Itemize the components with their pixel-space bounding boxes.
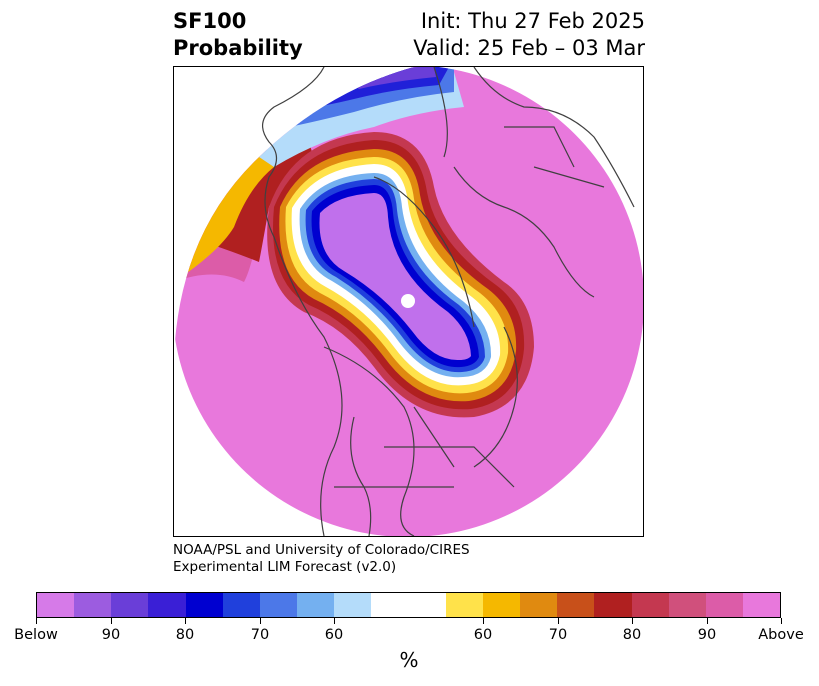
forecast-dates: Init: Thu 27 Feb 2025 Valid: 25 Feb – 03… bbox=[413, 8, 645, 62]
colorbar-tick-label: 60 bbox=[473, 627, 493, 643]
colorbar-tick-label: 60 bbox=[324, 627, 344, 643]
colorbar-segment bbox=[557, 593, 595, 617]
init-date: Init: Thu 27 Feb 2025 bbox=[420, 9, 645, 33]
colorbar-segment bbox=[482, 593, 521, 617]
cold-core bbox=[319, 193, 471, 361]
colorbar-segment bbox=[520, 593, 558, 617]
colorbar-tick bbox=[781, 618, 782, 624]
colorbar-tick-label: Above bbox=[758, 627, 804, 643]
colorbar-segment bbox=[668, 593, 706, 617]
colorbar-tick bbox=[632, 618, 633, 624]
pole-marker bbox=[401, 294, 415, 308]
colorbar-tick bbox=[185, 618, 186, 624]
colorbar-tick-label: 70 bbox=[250, 627, 270, 643]
warm-band-west-yellow bbox=[174, 152, 274, 282]
colorbar-segment bbox=[148, 593, 186, 617]
valid-range: Valid: 25 Feb – 03 Mar bbox=[413, 36, 645, 60]
colorbar-tick-label: 80 bbox=[175, 627, 195, 643]
colorbar-segment bbox=[297, 593, 335, 617]
colorbar-segment bbox=[334, 593, 372, 617]
colorbar-segment bbox=[74, 593, 112, 617]
title-line-1: SF100 bbox=[173, 9, 247, 33]
colorbar-segment bbox=[742, 593, 781, 617]
colorbar-segment bbox=[185, 593, 223, 617]
colorbar bbox=[36, 592, 781, 618]
warm-band-west-red bbox=[204, 142, 314, 262]
credit-text: NOAA/PSL and University of Colorado/CIRE… bbox=[173, 542, 470, 576]
coastlines bbox=[262, 67, 635, 536]
colorbar-tick bbox=[111, 618, 112, 624]
colorbar-segment bbox=[594, 593, 632, 617]
colorbar-segment bbox=[222, 593, 260, 617]
colorbar-segment bbox=[408, 593, 446, 617]
credit-line-2: Experimental LIM Forecast (v2.0) bbox=[173, 559, 397, 575]
colorbar-segment bbox=[631, 593, 669, 617]
colorbar-segment bbox=[111, 593, 149, 617]
map-corner-mask bbox=[174, 67, 643, 536]
colorbar-tick bbox=[558, 618, 559, 624]
colorbar-segment bbox=[371, 593, 409, 617]
colorbar-tick bbox=[36, 618, 37, 624]
map-title: SF100 Probability bbox=[173, 8, 303, 62]
map-panel bbox=[173, 66, 644, 537]
colorbar-segment bbox=[37, 593, 75, 617]
colorbar-segment bbox=[705, 593, 743, 617]
colorbar-unit: % bbox=[399, 648, 419, 672]
colorbar-tick bbox=[334, 618, 335, 624]
colorbar-tick-label: 80 bbox=[622, 627, 642, 643]
colorbar-tick-label: 70 bbox=[548, 627, 568, 643]
title-line-2: Probability bbox=[173, 36, 303, 60]
colorbar-segment bbox=[259, 593, 298, 617]
colorbar-tick bbox=[707, 618, 708, 624]
colorbar-segment bbox=[445, 593, 483, 617]
colorbar-tick bbox=[260, 618, 261, 624]
credit-line-1: NOAA/PSL and University of Colorado/CIRE… bbox=[173, 542, 470, 558]
colorbar-tick-label: Below bbox=[14, 627, 58, 643]
colorbar-tick-label: 90 bbox=[697, 627, 717, 643]
colorbar-tick-label: 90 bbox=[101, 627, 121, 643]
polar-map bbox=[174, 67, 643, 536]
colorbar-tick bbox=[483, 618, 484, 624]
